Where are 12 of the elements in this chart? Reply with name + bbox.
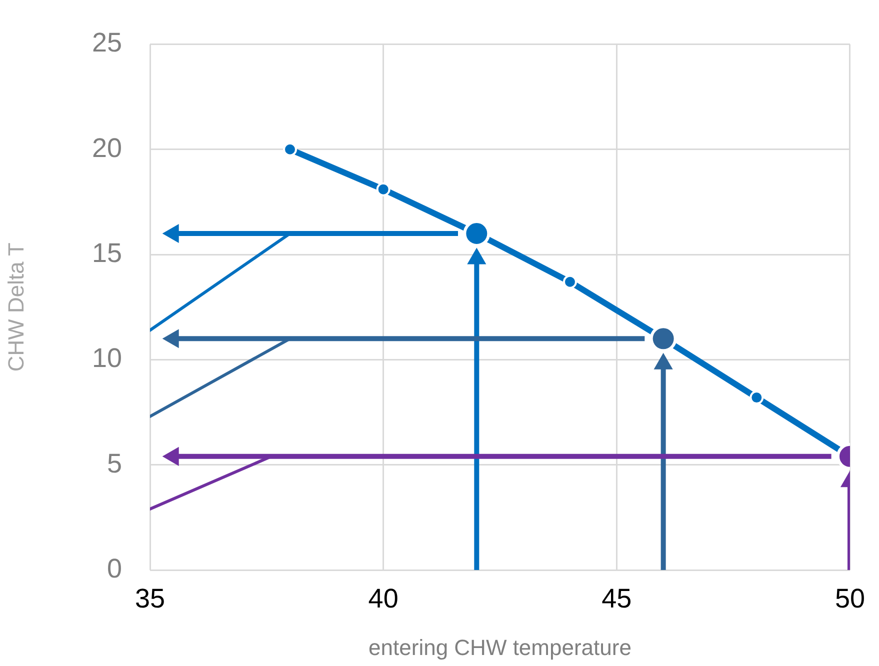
y-tick-label: 0 xyxy=(106,553,122,584)
y-tick-label: 5 xyxy=(106,448,122,478)
x-tick-label: 50 xyxy=(834,584,866,614)
x-tick-label: 40 xyxy=(368,584,398,614)
x-tick-label: 35 xyxy=(134,584,166,614)
y-tick-label: 25 xyxy=(92,28,122,58)
y-tick-label: 20 xyxy=(92,132,122,163)
y-axis-title: CHW Delta T xyxy=(3,242,28,372)
x-axis-title: entering CHW temperature xyxy=(368,634,632,660)
y-tick-label: 10 xyxy=(92,343,122,374)
y-tick-label: 15 xyxy=(92,238,122,268)
x-tick-label: 45 xyxy=(602,584,632,614)
